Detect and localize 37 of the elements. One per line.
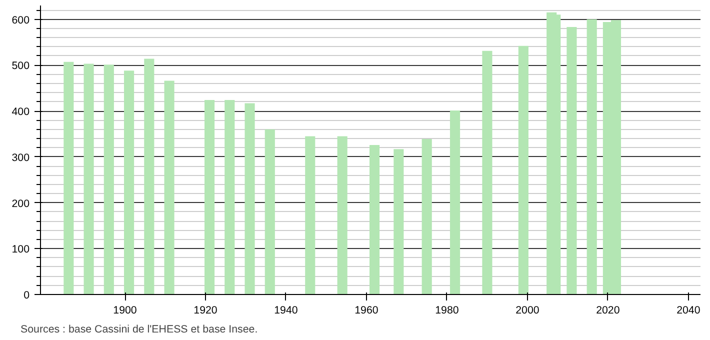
bar (104, 64, 114, 294)
bar (264, 129, 275, 294)
y-tick-label: 100 (12, 244, 30, 256)
bar (84, 64, 94, 294)
y-tick-label: 300 (12, 152, 30, 164)
y-tick-label: 400 (12, 106, 30, 118)
x-tick-label: 2020 (596, 304, 620, 316)
bar (518, 46, 528, 294)
bar (337, 136, 348, 294)
x-tick-label: 1980 (435, 304, 459, 316)
bar (305, 136, 316, 294)
bar (144, 58, 154, 294)
y-tick-label: 200 (12, 198, 30, 210)
x-tick-label: 1900 (113, 304, 137, 316)
bar (369, 144, 380, 294)
bar (482, 50, 492, 294)
bar (546, 12, 557, 294)
x-tick-label: 2000 (516, 304, 540, 316)
y-tick-label: 600 (12, 14, 30, 26)
bar (566, 27, 577, 294)
x-tick-label: 1940 (274, 304, 298, 316)
bar (124, 70, 134, 294)
x-tick-label: 1960 (354, 304, 378, 316)
bar (422, 138, 432, 294)
source-note: Sources : base Cassini de l'EHESS et base Insee. (20, 324, 258, 336)
bar (244, 103, 255, 294)
bar (394, 149, 404, 294)
bar (164, 80, 174, 294)
bar (450, 110, 460, 294)
bar (224, 100, 235, 294)
bar (204, 100, 215, 294)
y-tick-label: 500 (12, 60, 30, 72)
x-tick-label: 1920 (194, 304, 218, 316)
x-tick-label: 2040 (676, 304, 700, 316)
y-tick-label: 0 (24, 290, 30, 302)
bar (586, 19, 597, 294)
bar (64, 62, 74, 294)
